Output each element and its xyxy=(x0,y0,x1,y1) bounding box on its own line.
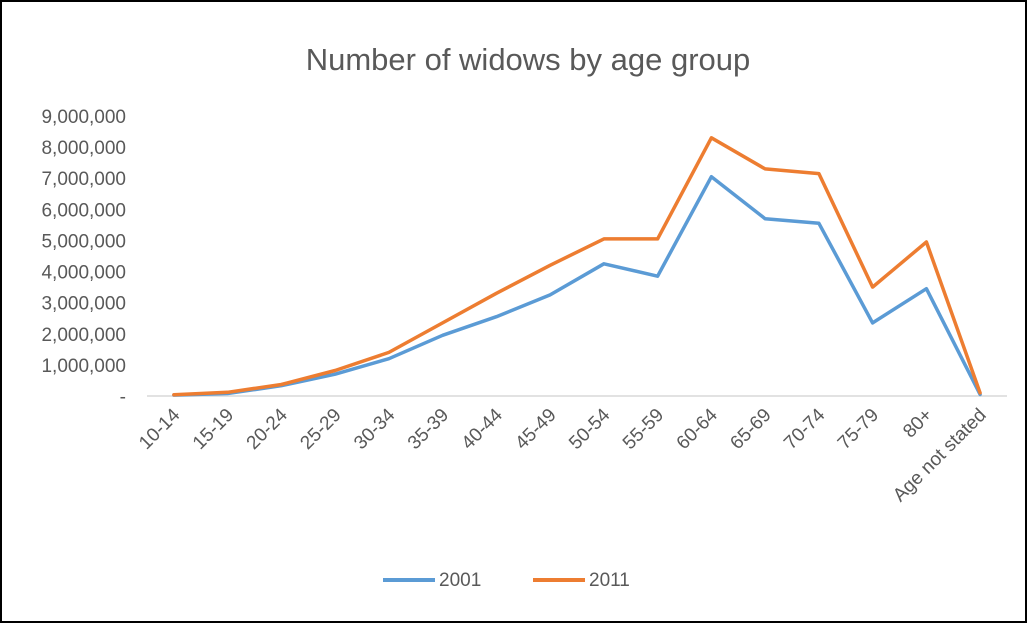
x-tick-label: 60-64 xyxy=(673,404,723,454)
y-tick-label: - xyxy=(120,387,126,408)
y-tick-label: 6,000,000 xyxy=(41,200,126,221)
x-tick-label: 75-79 xyxy=(834,405,883,454)
series-line-2001 xyxy=(172,174,982,397)
legend-label: 2011 xyxy=(589,570,630,591)
y-tick-label: 5,000,000 xyxy=(41,231,126,252)
y-tick-label: 8,000,000 xyxy=(41,138,126,159)
series-lines xyxy=(172,136,982,397)
series-line-2011 xyxy=(172,136,982,397)
x-tick-label: Age not stated xyxy=(889,405,991,507)
y-tick-label: 1,000,000 xyxy=(41,356,126,377)
y-tick-label: 9,000,000 xyxy=(41,107,126,128)
x-tick-label: 65-69 xyxy=(726,405,775,454)
y-tick-label: 4,000,000 xyxy=(41,263,126,284)
y-tick-label: 2,000,000 xyxy=(41,325,126,346)
x-tick-label: 25-29 xyxy=(296,405,345,454)
y-tick-label: 7,000,000 xyxy=(41,169,126,190)
x-tick-label: 50-54 xyxy=(565,404,615,454)
legend: 2001 2011 xyxy=(383,570,630,591)
x-tick-label: 20-24 xyxy=(243,404,293,454)
y-tick-label: 3,000,000 xyxy=(41,294,126,315)
x-tick-label: 70-74 xyxy=(780,404,830,454)
x-tick-label: 15-19 xyxy=(189,405,238,454)
x-tick-label: 10-14 xyxy=(135,404,185,454)
legend-label: 2001 xyxy=(439,570,481,591)
x-tick-label: 40-44 xyxy=(458,404,508,454)
x-tick-label: 45-49 xyxy=(511,405,560,454)
x-tick-label: 35-39 xyxy=(404,405,453,454)
x-tick-label: 30-34 xyxy=(350,404,400,454)
chart-title: Number of widows by age group xyxy=(306,42,751,77)
x-tick-label: 80+ xyxy=(899,405,937,443)
x-tick-label: 55-59 xyxy=(619,405,668,454)
